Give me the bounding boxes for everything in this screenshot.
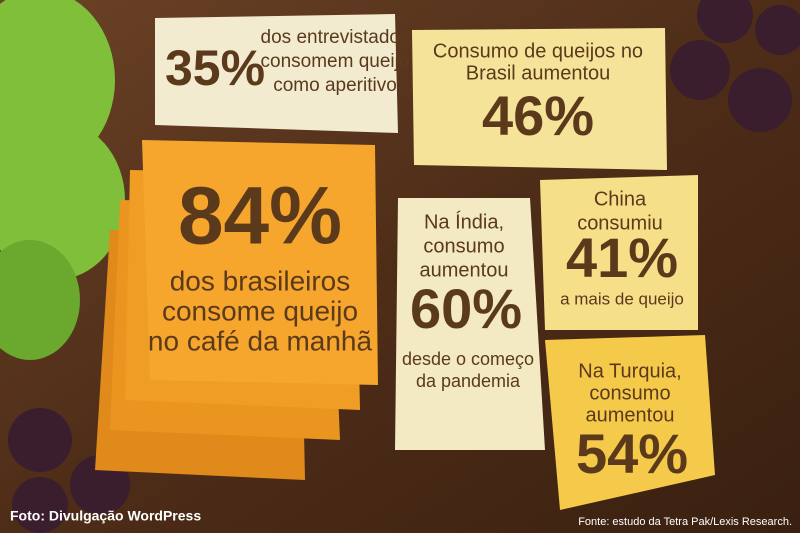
text-line: China	[594, 188, 647, 210]
percent: 41%	[566, 226, 678, 289]
cheese-block	[395, 198, 545, 450]
cheese-slices	[95, 140, 378, 480]
text-line: Na Turquia,	[578, 360, 681, 382]
percent: 35%	[165, 40, 265, 96]
text-line: Consumo de queijos no	[433, 40, 643, 62]
grapes	[8, 0, 800, 533]
cheese-block	[545, 335, 715, 510]
text-line: da pandemia	[416, 371, 521, 391]
text-line: a mais de queijo	[560, 289, 684, 308]
text-line: aumentou	[586, 404, 675, 426]
text-line: consome queijo	[162, 295, 358, 326]
text-line: consumiu	[577, 212, 663, 234]
text-line: aumentou	[420, 259, 509, 281]
text-line: Na Índia,	[424, 210, 504, 233]
percent: 46%	[482, 84, 594, 147]
cheese-block	[155, 14, 398, 133]
percent: 60%	[410, 277, 522, 340]
lettuce	[0, 0, 125, 360]
text-line: desde o começo	[402, 349, 534, 369]
text-line: como aperitivo	[273, 75, 397, 96]
cheese-block	[412, 28, 667, 170]
cheese-block	[540, 175, 698, 330]
text-line: Brasil aumentou	[466, 62, 611, 84]
text-line: consumo	[589, 382, 670, 404]
text-line: dos brasileiros	[170, 265, 351, 296]
text-line: no café da manhã	[148, 325, 373, 356]
photo-credit: Foto: Divulgação WordPress	[10, 508, 201, 524]
percent: 84%	[178, 171, 342, 262]
source-credit: Fonte: estudo da Tetra Pak/Lexis Researc…	[578, 516, 792, 528]
text-line: consumo	[423, 235, 504, 257]
text-line: consomem queijo	[261, 51, 410, 72]
percent: 54%	[576, 422, 688, 485]
text-line: dos entrevistados	[261, 27, 410, 48]
